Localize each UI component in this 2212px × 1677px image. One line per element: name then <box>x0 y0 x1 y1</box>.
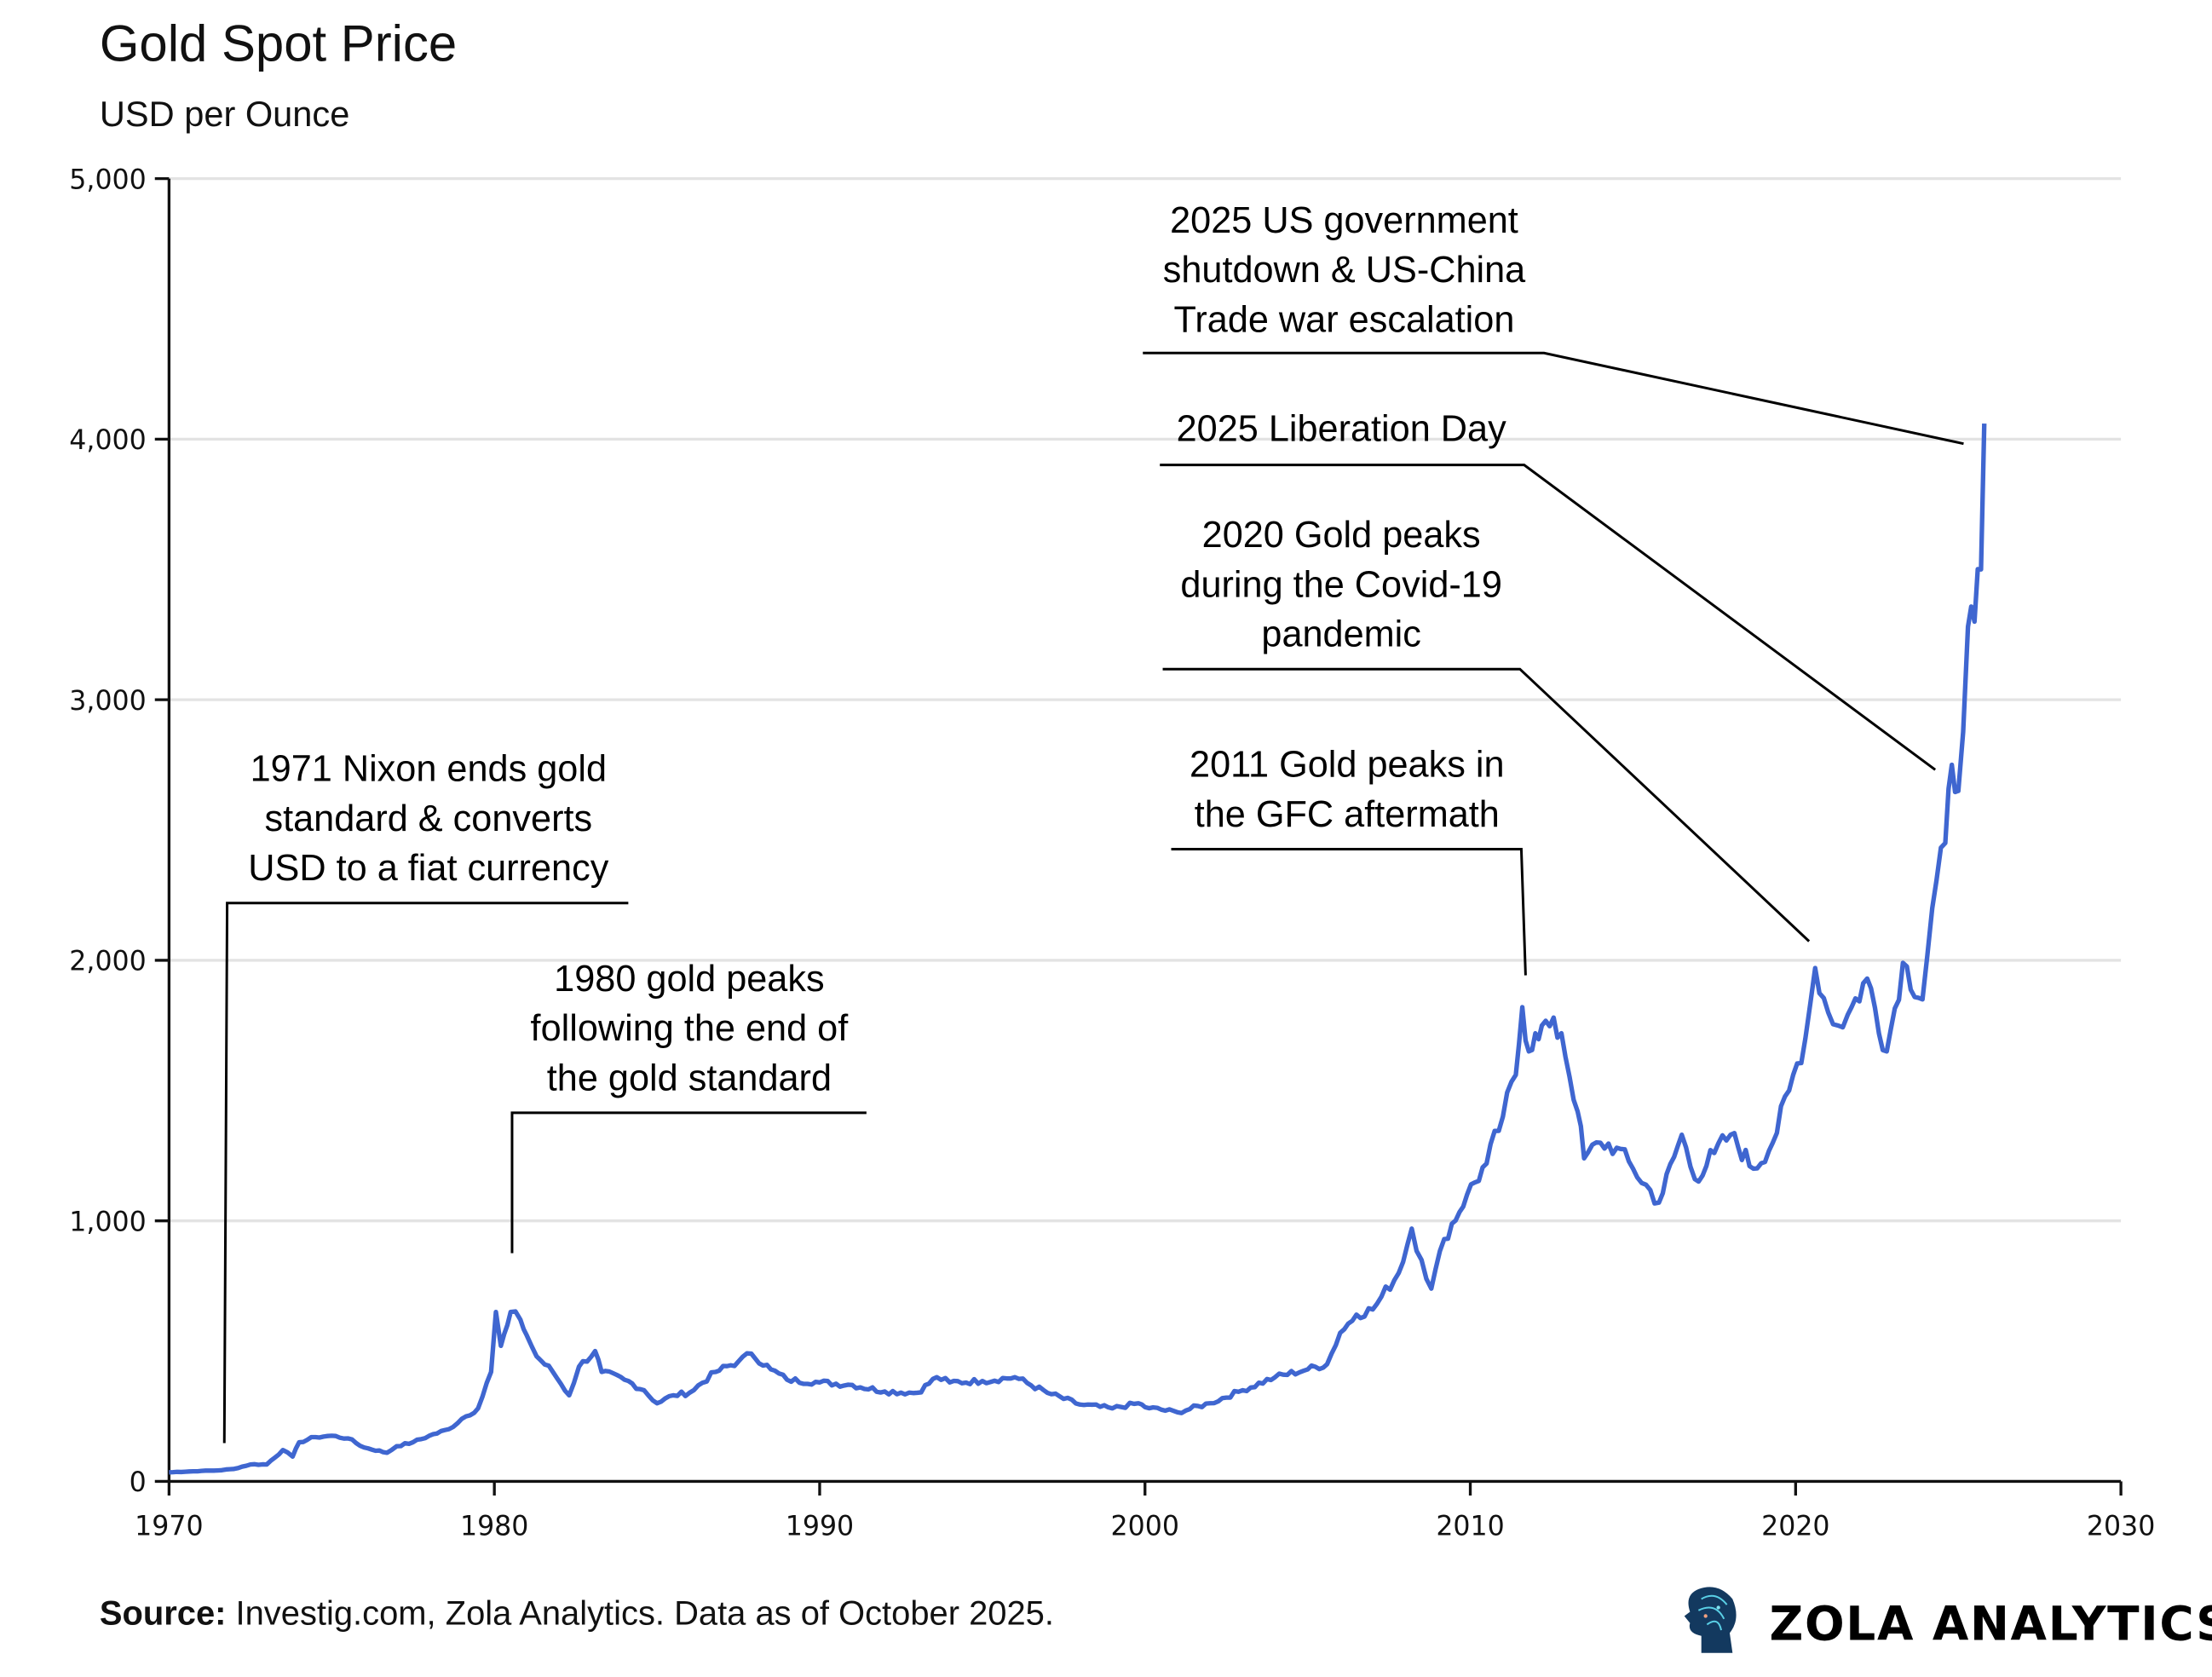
source-text: Investig.com, Zola Analytics. Data as of… <box>226 1594 1054 1632</box>
annotation-text: 1980 gold peaks <box>554 959 824 1000</box>
annotation-leader-line <box>510 1111 867 1253</box>
logo-text: ZOLA ANALYTICS <box>1770 1597 2212 1651</box>
annotation-text: standard & converts <box>264 798 592 839</box>
annotation-text: shutdown & US-China <box>1163 250 1526 291</box>
annotation-leader-line <box>1143 351 1964 446</box>
annotation-leader-line <box>1171 847 1527 976</box>
annotation-text: the gold standard <box>547 1057 832 1098</box>
annotation: 1980 gold peaks following the end of the g… <box>510 959 867 1253</box>
y-tick-label: 5,000 <box>69 164 146 195</box>
source-label: Source: <box>100 1594 227 1632</box>
annotation-text: 2020 Gold peaks <box>1202 515 1481 556</box>
x-tick-label: 2020 <box>1761 1512 1829 1542</box>
annotation-text: following the end of <box>531 1008 850 1049</box>
annotation: 2025 US government shutdown & US-China Tra… <box>1143 200 1964 446</box>
brain-head-icon <box>1684 1587 1737 1653</box>
chart-subtitle: USD per Ounce <box>100 94 349 134</box>
annotation-text: 1971 Nixon ends gold <box>251 749 607 790</box>
gridlines <box>169 176 2122 1223</box>
annotations: 1971 Nixon ends gold standard & converts U… <box>222 200 1964 1444</box>
annotation-leader-line <box>1160 464 1937 771</box>
y-tick-label: 2,000 <box>69 947 146 977</box>
annotation-text: pandemic <box>1261 614 1421 655</box>
zola-logo: ZOLA ANALYTICS <box>1684 1587 2212 1653</box>
x-tick-label: 2000 <box>1111 1512 1179 1542</box>
x-tick-label: 2010 <box>1436 1512 1504 1542</box>
source-note: Source: Investig.com, Zola Analytics. Da… <box>100 1594 1054 1632</box>
x-tick-label: 1980 <box>460 1512 528 1542</box>
y-tick-label: 3,000 <box>69 686 146 717</box>
annotation-text: USD to a fiat currency <box>248 848 608 889</box>
annotation-text: during the Covid-19 <box>1180 564 1501 605</box>
chart-title: Gold Spot Price <box>100 15 457 72</box>
y-tick-label: 1,000 <box>69 1207 146 1237</box>
y-tick-label: 4,000 <box>69 425 146 456</box>
annotation-leader-line <box>222 902 629 1444</box>
annotation-text: 2011 Gold peaks in <box>1190 745 1504 786</box>
annotation: 1971 Nixon ends gold standard & converts U… <box>222 749 629 1444</box>
x-tick-label: 1990 <box>786 1512 854 1542</box>
y-tick-label: 0 <box>130 1467 147 1498</box>
annotation-text: Trade war escalation <box>1174 299 1515 340</box>
annotation-text: the GFC aftermath <box>1195 794 1500 835</box>
annotation-text: 2025 US government <box>1170 200 1518 241</box>
x-tick-label: 1970 <box>135 1512 203 1542</box>
gold-price-line <box>169 424 1987 1475</box>
axes: 0 1,000 2,000 3,000 4,000 5,000 1970 1980 1990 20… <box>69 164 2155 1542</box>
annotation: 2011 Gold peaks in the GFC aftermath <box>1171 745 1527 976</box>
annotation-text: 2025 Liberation Day <box>1177 408 1506 449</box>
annotation-leader-line <box>1162 667 1811 942</box>
x-tick-label: 2030 <box>2087 1512 2155 1542</box>
annotation: 2020 Gold peaks during the Covid-19 pandem… <box>1162 515 1811 942</box>
annotation: 2025 Liberation Day <box>1160 408 1937 771</box>
